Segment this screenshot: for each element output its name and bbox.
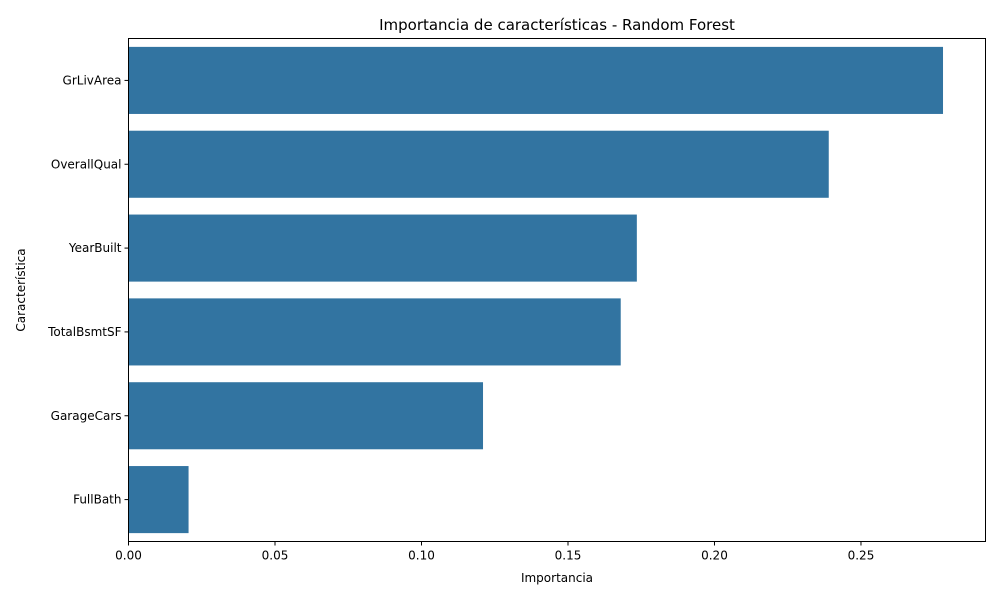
bar-yearbuilt xyxy=(128,214,637,282)
bars-group xyxy=(128,46,944,534)
bar-totalbsmtsf xyxy=(128,298,621,366)
y-axis-ticks: GrLivArea OverallQual YearBuilt TotalBsmtSF… xyxy=(47,73,129,507)
bar-fullbath xyxy=(128,466,189,534)
x-tick-label: 0.10 xyxy=(408,549,435,563)
y-tick-label: FullBath xyxy=(73,493,121,507)
x-tick-label: 0.20 xyxy=(701,549,728,563)
bar-overallqual xyxy=(128,130,829,198)
bar-grlivarea xyxy=(128,46,944,114)
y-axis-label: Característica xyxy=(14,248,28,331)
y-tick-label: TotalBsmtSF xyxy=(47,325,122,339)
y-tick-label: YearBuilt xyxy=(68,241,122,255)
x-axis-ticks: 0.00 0.05 0.10 0.15 0.20 0.25 xyxy=(115,541,875,563)
chart-title: Importancia de características - Random … xyxy=(379,16,735,34)
plot-frame xyxy=(128,38,986,542)
x-tick-label: 0.00 xyxy=(115,549,142,563)
x-axis-label: Importancia xyxy=(521,571,593,585)
y-tick-label: GrLivArea xyxy=(63,73,122,87)
bar-garagecars xyxy=(128,382,484,450)
x-tick-label: 0.25 xyxy=(848,549,875,563)
x-tick-label: 0.15 xyxy=(555,549,582,563)
y-tick-label: OverallQual xyxy=(51,157,122,171)
y-tick-label: GarageCars xyxy=(51,409,122,423)
x-tick-label: 0.05 xyxy=(262,549,289,563)
